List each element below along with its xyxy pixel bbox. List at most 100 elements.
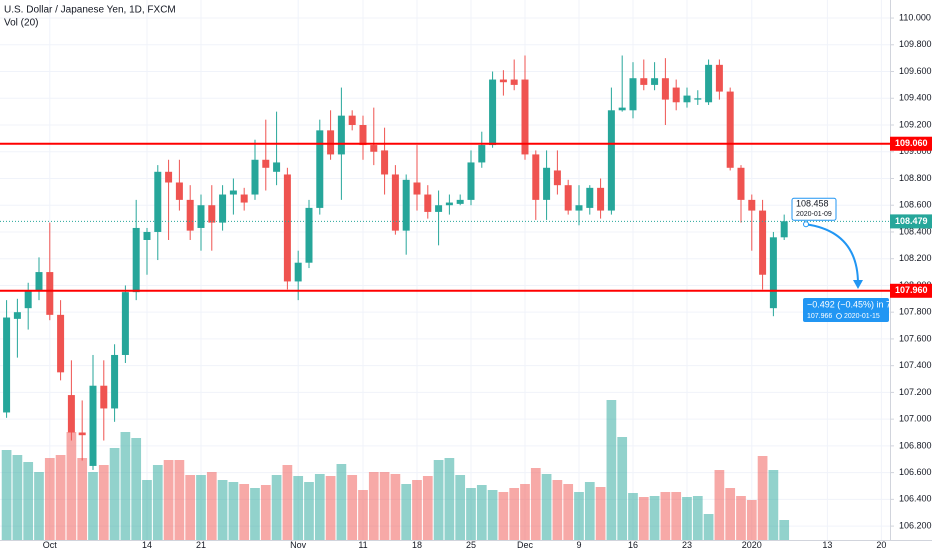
- x-tick-label: 21: [196, 540, 206, 550]
- end-date: 2020-01-15: [844, 313, 880, 320]
- candle-body: [381, 150, 389, 175]
- candle-body: [35, 272, 43, 291]
- volume-bar: [239, 484, 250, 540]
- volume-layer: [1, 400, 790, 540]
- volume-bar: [606, 400, 617, 540]
- candle-body: [510, 79, 518, 85]
- x-tick-label: 11: [358, 540, 367, 550]
- candle-body: [478, 145, 486, 163]
- volume-bar: [628, 493, 638, 540]
- volume-bar: [34, 472, 44, 540]
- volume-bar: [552, 480, 563, 540]
- volume-bar: [401, 484, 412, 540]
- volume-bar: [88, 472, 98, 540]
- candle-body: [715, 64, 723, 92]
- candle-body: [413, 182, 421, 195]
- candle-body: [629, 78, 637, 111]
- y-tick-label: 106.400: [899, 494, 932, 504]
- volume-bar: [260, 485, 271, 540]
- volume-bar: [768, 470, 779, 540]
- clock-icon: [836, 313, 842, 319]
- volume-bar: [584, 482, 595, 540]
- volume-bar: [746, 500, 757, 540]
- candle-body: [57, 314, 65, 373]
- projection-start: [803, 221, 809, 228]
- volume-bar: [476, 485, 487, 540]
- candle-body: [186, 199, 194, 231]
- price-label: 107.960: [895, 285, 928, 295]
- candle-body: [219, 194, 227, 223]
- candle-body: [273, 162, 281, 172]
- volume-bar: [487, 490, 498, 540]
- candle-body: [748, 199, 756, 211]
- x-tick-label: 9: [576, 540, 581, 550]
- price-label-box: [890, 214, 932, 229]
- x-tick-label: 2020: [742, 540, 762, 550]
- y-tick-label: 109.200: [899, 119, 932, 129]
- candle-body: [305, 207, 313, 263]
- volume-bar: [444, 458, 455, 540]
- candle-body: [316, 130, 324, 208]
- candle-body: [769, 237, 777, 309]
- candle-body: [564, 185, 572, 211]
- candle-body: [726, 91, 734, 168]
- y-tick-label: 108.400: [899, 226, 932, 236]
- x-tick-label: 23: [682, 540, 692, 550]
- candle-body: [3, 317, 11, 413]
- volume-bar: [142, 480, 152, 540]
- volume-bar: [422, 476, 433, 540]
- volume-bar: [574, 492, 584, 540]
- y-tick-label: 107.600: [899, 333, 932, 343]
- price-label-box: [890, 283, 932, 298]
- volume-bar: [358, 490, 368, 540]
- y-tick-label: 108.800: [899, 173, 932, 183]
- candle-body: [46, 272, 54, 315]
- y-tick-label: 106.200: [899, 520, 932, 530]
- volume-bar: [671, 492, 682, 540]
- candle-body: [553, 170, 561, 186]
- volume-bar: [77, 458, 88, 540]
- x-tick-label: 16: [628, 540, 638, 550]
- candle-body: [67, 395, 75, 433]
- volume-bar: [466, 488, 476, 540]
- volume-bar: [185, 475, 196, 540]
- candle-body: [499, 79, 507, 83]
- volume-bar: [282, 465, 293, 540]
- volume-bar: [120, 432, 131, 540]
- volume-bar: [163, 460, 174, 540]
- price-label-box: [890, 136, 932, 151]
- candle-body: [197, 205, 205, 228]
- candle-body: [618, 107, 626, 111]
- candle-body: [262, 159, 270, 168]
- chart-title: U.S. Dollar / Japanese Yen, 1D, FXCM: [4, 5, 176, 16]
- candle-body: [121, 292, 129, 355]
- candle-body: [597, 187, 605, 211]
- candle-body: [456, 199, 464, 204]
- start-date: 2020-01-09: [796, 211, 832, 218]
- volume-bar: [174, 460, 185, 540]
- start-price: 108.458: [796, 199, 829, 209]
- candle-body: [294, 262, 302, 282]
- candle-body: [24, 290, 32, 309]
- end-box: [803, 297, 889, 322]
- volume-bar: [649, 496, 660, 540]
- candle-body: [402, 179, 410, 231]
- x-tick-label: Nov: [290, 540, 307, 550]
- arrow-head: [853, 279, 863, 289]
- candle-body: [575, 205, 583, 211]
- volume-bar: [131, 438, 142, 540]
- start-box: [791, 197, 837, 221]
- volume-bar: [433, 460, 444, 540]
- volume-bar: [336, 464, 347, 540]
- y-tick-label: 108.600: [899, 200, 932, 210]
- candle-body: [467, 162, 475, 200]
- volume-bar: [23, 462, 34, 540]
- candle-body: [78, 432, 86, 436]
- y-tick-label: 109.000: [899, 146, 932, 156]
- volume-bar: [206, 472, 217, 540]
- overlay-layer: 108.458 2020-01-09 −0.492 (−0.45%) in 7d 10…: [0, 142, 896, 322]
- volume-bar: [412, 480, 422, 540]
- volume-bar: [304, 482, 314, 540]
- volume-bar: [109, 448, 120, 540]
- axis-layer: 106.200 106.400 106.600 106.800 107.000 107.2…: [43, 12, 932, 550]
